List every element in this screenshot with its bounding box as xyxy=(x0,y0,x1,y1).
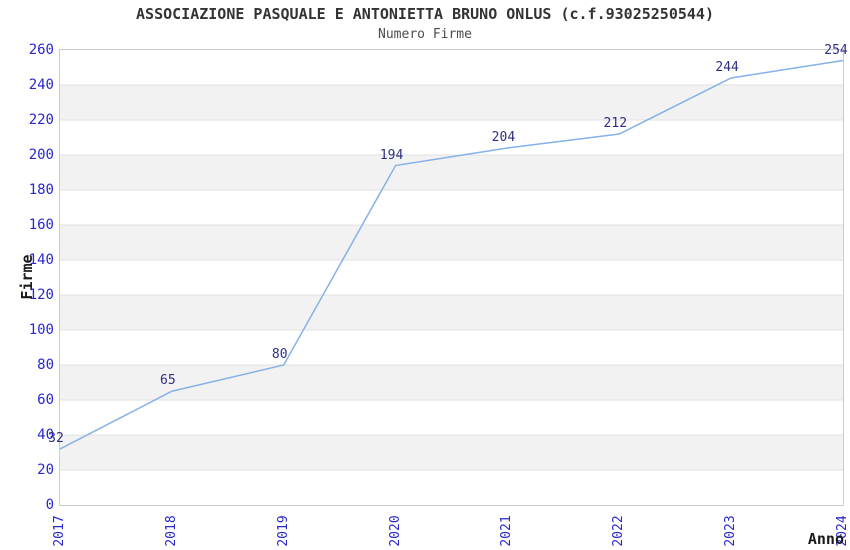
data-point-label-2024: 254 xyxy=(824,42,848,58)
grid-band xyxy=(60,295,843,330)
data-point-label-2023: 244 xyxy=(715,60,739,75)
y-tick-label-100: 100 xyxy=(28,322,54,338)
data-line xyxy=(59,59,844,450)
x-tick-label-2022: 2022 xyxy=(611,515,627,547)
line-chart-svg xyxy=(59,59,844,471)
y-tick-label-260: 260 xyxy=(28,42,54,58)
chart-subtitle: Numero Firme xyxy=(378,27,472,42)
x-axis-title: Anno xyxy=(807,530,844,548)
y-tick-label-240: 240 xyxy=(28,77,54,93)
data-point-label-2021: 204 xyxy=(491,130,516,145)
x-tick-label-2017: 2017 xyxy=(52,515,67,547)
y-tick-label-40: 40 xyxy=(37,427,54,443)
data-point-label-2020: 194 xyxy=(379,147,404,163)
y-tick-label-80: 80 xyxy=(37,357,54,373)
grid-band xyxy=(60,85,843,120)
y-tick-label-220: 220 xyxy=(28,112,54,128)
x-tick-label-2023: 2023 xyxy=(723,515,739,547)
data-point-label-2017: 32 xyxy=(48,431,64,446)
data-point-label-2022: 212 xyxy=(603,116,628,131)
plot-area xyxy=(59,49,844,506)
y-axis-title: Firme xyxy=(18,254,36,300)
x-tick-label-2021: 2021 xyxy=(499,515,515,547)
grid-band xyxy=(60,155,843,190)
y-tick-label-160: 160 xyxy=(28,217,54,233)
y-tick-label-0: 0 xyxy=(45,497,54,513)
data-point-label-2019: 80 xyxy=(271,347,288,362)
y-tick-label-180: 180 xyxy=(28,182,54,198)
data-point-label-2018: 65 xyxy=(160,373,176,389)
x-tick-label-2019: 2019 xyxy=(275,515,291,547)
grid-band xyxy=(60,225,843,260)
x-tick-label-2018: 2018 xyxy=(163,515,179,547)
grid-band xyxy=(60,365,843,400)
y-tick-label-20: 20 xyxy=(37,462,54,478)
y-tick-label-200: 200 xyxy=(28,147,54,163)
y-tick-label-140: 140 xyxy=(28,252,54,268)
grid-band xyxy=(60,435,843,470)
y-tick-label-60: 60 xyxy=(37,392,54,408)
chart-title: ASSOCIAZIONE PASQUALE E ANTONIETTA BRUNO… xyxy=(136,5,714,23)
y-tick-label-120: 120 xyxy=(28,287,54,303)
x-tick-label-2020: 2020 xyxy=(387,515,403,547)
